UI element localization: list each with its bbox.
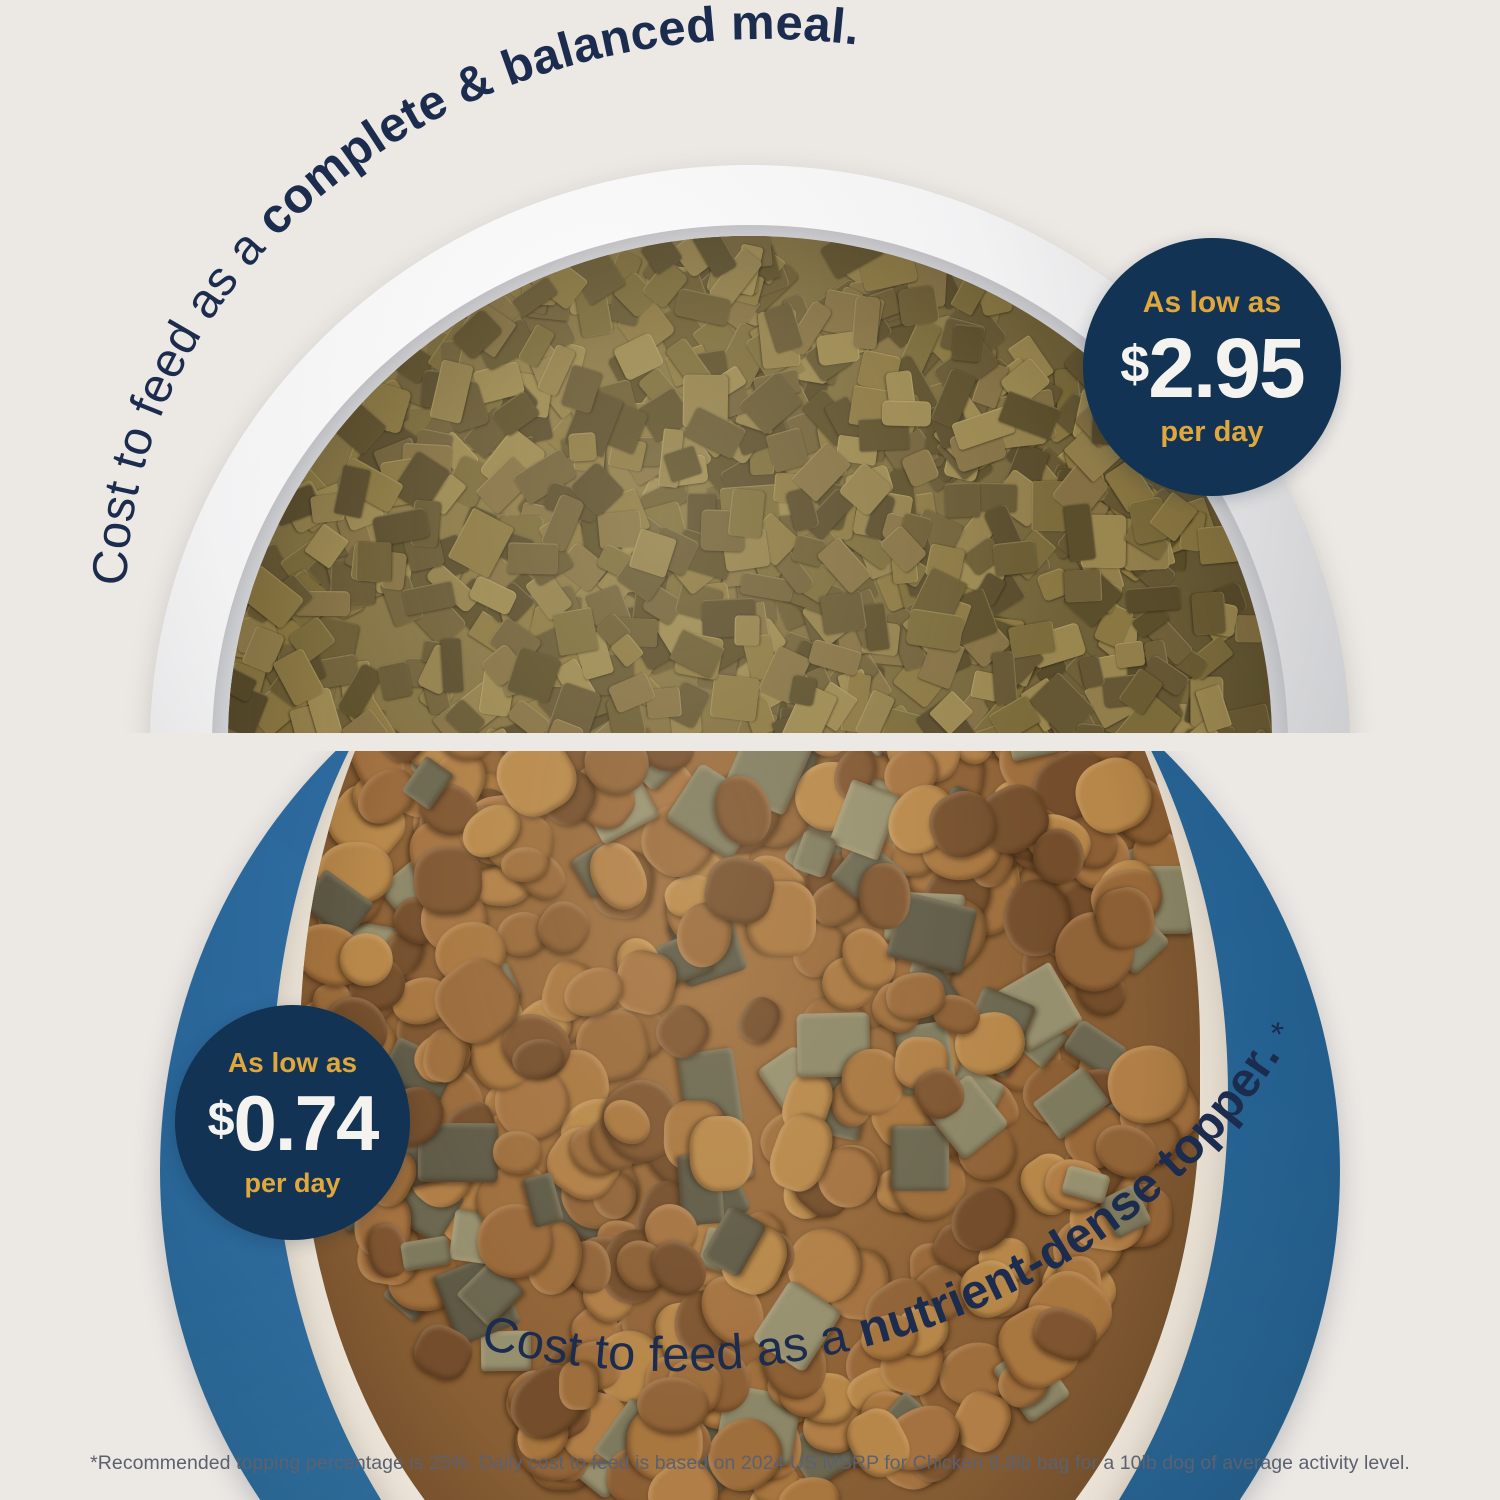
- price-badge-complete-meal[interactable]: As low as $2.95 per day: [1083, 238, 1341, 496]
- price-amount: 0.74: [233, 1078, 380, 1167]
- badge-period: per day: [1160, 415, 1264, 448]
- currency-symbol: $: [1120, 334, 1149, 393]
- badge-period: per day: [244, 1167, 341, 1198]
- badge-price: $0.74: [207, 1084, 380, 1162]
- kibble-fill: [300, 751, 1200, 1500]
- footnote-disclaimer: *Recommended topping percentage is 25%. …: [90, 1452, 1410, 1474]
- badge-label: As low as: [227, 1046, 358, 1078]
- currency-symbol: $: [207, 1092, 235, 1146]
- badge-price: $2.95: [1120, 326, 1305, 410]
- price-amount: 2.95: [1148, 320, 1305, 415]
- badge-label: As low as: [1142, 285, 1282, 319]
- price-badge-topper[interactable]: As low as $0.74 per day: [175, 1005, 410, 1240]
